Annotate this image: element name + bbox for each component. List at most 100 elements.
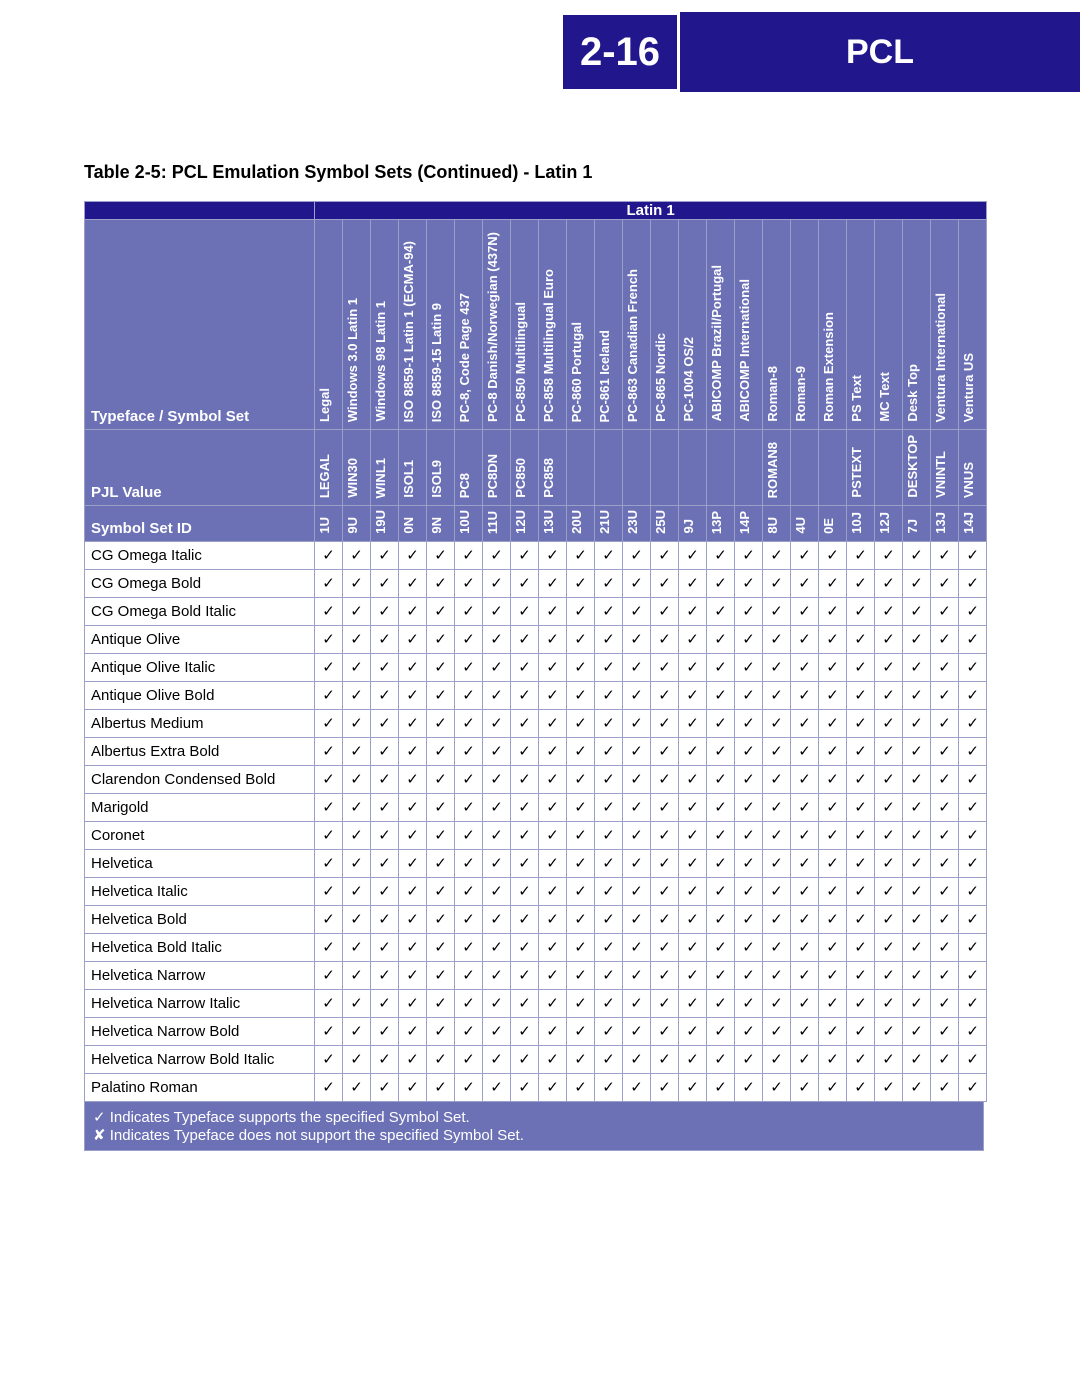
symset-id: 0N (399, 506, 427, 542)
column-header: Roman-9 (791, 220, 819, 430)
support-cell: ✓ (819, 877, 847, 905)
support-cell: ✓ (903, 625, 931, 653)
support-cell: ✓ (455, 681, 483, 709)
support-cell: ✓ (791, 737, 819, 765)
support-cell: ✓ (931, 1045, 959, 1073)
support-cell: ✓ (875, 961, 903, 989)
support-cell: ✓ (875, 1073, 903, 1101)
support-cell: ✓ (371, 793, 399, 821)
support-cell: ✓ (763, 1045, 791, 1073)
support-cell: ✓ (623, 933, 651, 961)
support-cell: ✓ (483, 597, 511, 625)
support-cell: ✓ (539, 653, 567, 681)
support-cell: ✓ (595, 765, 623, 793)
support-cell: ✓ (651, 625, 679, 653)
support-cell: ✓ (847, 961, 875, 989)
support-cell: ✓ (903, 541, 931, 569)
support-cell: ✓ (399, 849, 427, 877)
support-cell: ✓ (847, 1017, 875, 1045)
support-cell: ✓ (315, 989, 343, 1017)
support-cell: ✓ (371, 961, 399, 989)
support-cell: ✓ (483, 737, 511, 765)
support-cell: ✓ (735, 1073, 763, 1101)
support-cell: ✓ (819, 737, 847, 765)
support-cell: ✓ (931, 849, 959, 877)
support-cell: ✓ (539, 681, 567, 709)
support-cell: ✓ (931, 541, 959, 569)
typeface-name: Albertus Extra Bold (85, 737, 315, 765)
pjl-value (679, 430, 707, 506)
support-cell: ✓ (567, 625, 595, 653)
support-cell: ✓ (819, 625, 847, 653)
support-cell: ✓ (511, 709, 539, 737)
support-cell: ✓ (679, 1045, 707, 1073)
support-cell: ✓ (623, 681, 651, 709)
support-cell: ✓ (567, 1073, 595, 1101)
support-cell: ✓ (623, 569, 651, 597)
support-cell: ✓ (735, 1045, 763, 1073)
typeface-name: CG Omega Italic (85, 541, 315, 569)
support-cell: ✓ (819, 653, 847, 681)
support-cell: ✓ (371, 905, 399, 933)
support-cell: ✓ (819, 1073, 847, 1101)
support-cell: ✓ (567, 597, 595, 625)
support-cell: ✓ (623, 905, 651, 933)
support-cell: ✓ (483, 681, 511, 709)
support-cell: ✓ (903, 653, 931, 681)
support-cell: ✓ (511, 1017, 539, 1045)
support-cell: ✓ (931, 821, 959, 849)
support-cell: ✓ (343, 961, 371, 989)
support-cell: ✓ (791, 989, 819, 1017)
typeface-name: Palatino Roman (85, 1073, 315, 1101)
support-cell: ✓ (847, 933, 875, 961)
support-cell: ✓ (455, 933, 483, 961)
support-cell: ✓ (763, 541, 791, 569)
support-cell: ✓ (623, 877, 651, 905)
support-cell: ✓ (651, 597, 679, 625)
support-cell: ✓ (707, 625, 735, 653)
support-cell: ✓ (875, 625, 903, 653)
support-cell: ✓ (791, 653, 819, 681)
support-cell: ✓ (903, 1017, 931, 1045)
support-cell: ✓ (679, 709, 707, 737)
support-cell: ✓ (511, 1073, 539, 1101)
support-cell: ✓ (511, 569, 539, 597)
support-cell: ✓ (763, 793, 791, 821)
support-cell: ✓ (623, 653, 651, 681)
support-cell: ✓ (707, 1017, 735, 1045)
pjl-value: VNINTL (931, 430, 959, 506)
support-cell: ✓ (847, 765, 875, 793)
support-cell: ✓ (931, 681, 959, 709)
support-cell: ✓ (763, 737, 791, 765)
support-cell: ✓ (343, 821, 371, 849)
support-cell: ✓ (959, 709, 987, 737)
supergroup-blank (85, 202, 315, 220)
table-row: Palatino Roman✓✓✓✓✓✓✓✓✓✓✓✓✓✓✓✓✓✓✓✓✓✓✓✓ (85, 1073, 987, 1101)
support-cell: ✓ (315, 681, 343, 709)
support-cell: ✓ (651, 905, 679, 933)
support-cell: ✓ (511, 737, 539, 765)
support-cell: ✓ (399, 1045, 427, 1073)
support-cell: ✓ (651, 877, 679, 905)
support-cell: ✓ (371, 849, 399, 877)
support-cell: ✓ (959, 1045, 987, 1073)
typeface-name: Antique Olive Bold (85, 681, 315, 709)
support-cell: ✓ (931, 765, 959, 793)
pjl-value: WINL1 (371, 430, 399, 506)
support-cell: ✓ (427, 709, 455, 737)
support-cell: ✓ (819, 933, 847, 961)
support-cell: ✓ (399, 933, 427, 961)
support-cell: ✓ (399, 737, 427, 765)
support-cell: ✓ (399, 961, 427, 989)
support-cell: ✓ (315, 821, 343, 849)
support-cell: ✓ (707, 737, 735, 765)
typeface-name: Helvetica Italic (85, 877, 315, 905)
column-header: Legal (315, 220, 343, 430)
support-cell: ✓ (735, 877, 763, 905)
support-cell: ✓ (371, 821, 399, 849)
support-cell: ✓ (707, 1073, 735, 1101)
table-row: Marigold✓✓✓✓✓✓✓✓✓✓✓✓✓✓✓✓✓✓✓✓✓✓✓✓ (85, 793, 987, 821)
pjl-value (623, 430, 651, 506)
support-cell: ✓ (567, 793, 595, 821)
support-cell: ✓ (707, 541, 735, 569)
